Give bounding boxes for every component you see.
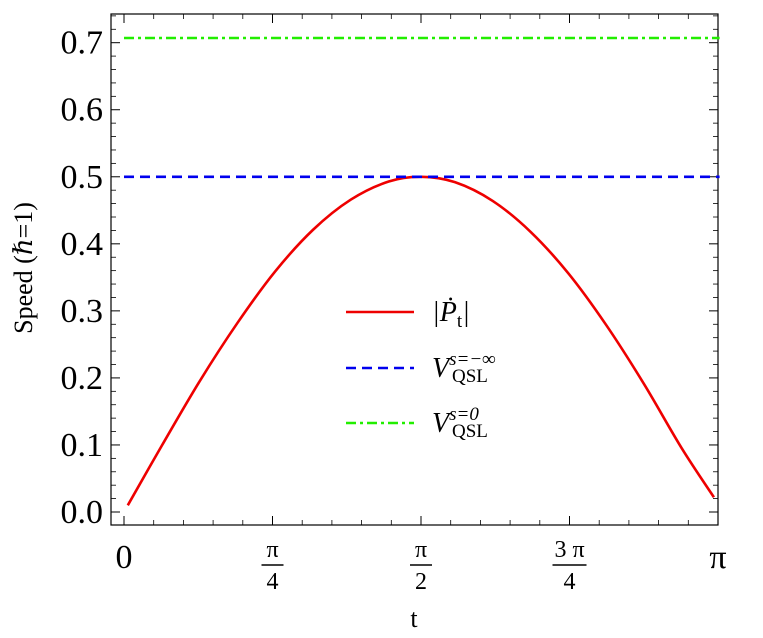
y-tick-label: 0.5 <box>61 159 104 196</box>
legend-sub-2: QSL <box>452 421 488 442</box>
plot-frame <box>110 13 719 526</box>
y-axis-title: Speed (ℏ=1) <box>9 202 38 334</box>
y-tick-label: 0.4 <box>61 226 104 263</box>
x-tick-label-denominator: 2 <box>415 569 427 595</box>
x-tick-labels: 0 π 4 π 2 3 π 4 π <box>116 537 727 595</box>
y-tick-label: 0.7 <box>61 25 104 62</box>
y-tick-label: 0.0 <box>61 494 104 531</box>
x-tick-label-denominator: 4 <box>564 569 576 595</box>
y-tick-label: 0.1 <box>61 427 104 464</box>
legend-label-1: Vs=−∞ <box>432 349 496 384</box>
series-line-0 <box>126 175 716 506</box>
legend-sub-1: QSL <box>452 366 488 387</box>
legend-label-0: |Ṗt| <box>432 297 470 332</box>
x-tick-label-numerator: 3 π <box>554 537 584 563</box>
y-tick-labels: 0.0 0.1 0.2 0.3 0.4 0.5 0.6 0.7 <box>61 25 104 531</box>
x-tick-label-numerator: π <box>266 537 278 563</box>
x-axis-title: t <box>410 604 418 633</box>
axis-ticks <box>111 14 719 525</box>
x-tick-label-numerator: π <box>415 537 427 563</box>
legend-label-2: Vs=0 <box>432 404 479 439</box>
series-lines <box>124 36 720 506</box>
y-tick-label: 0.6 <box>61 92 104 129</box>
x-tick-label: π <box>709 539 726 576</box>
y-tick-label: 0.3 <box>61 293 104 330</box>
x-tick-label-denominator: 4 <box>267 569 279 595</box>
y-tick-label: 0.2 <box>61 360 104 397</box>
x-tick-label: 0 <box>116 539 133 576</box>
